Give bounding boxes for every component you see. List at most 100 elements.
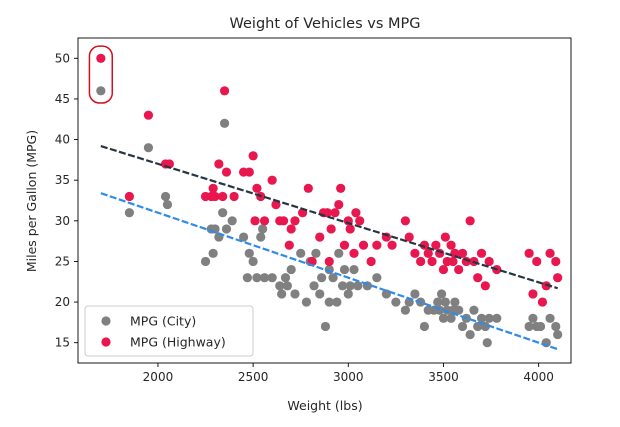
point-highway-8 <box>210 191 220 202</box>
point-highway-7 <box>208 183 218 193</box>
point-highway-31 <box>315 232 325 242</box>
point-city-21 <box>259 273 270 283</box>
point-city-5 <box>200 256 211 267</box>
point-highway-11 <box>219 86 230 96</box>
point-city-62 <box>438 313 449 323</box>
point-city-42 <box>337 281 348 291</box>
point-city-7 <box>208 248 218 258</box>
point-city-4 <box>162 199 173 210</box>
point-highway-24 <box>278 216 289 226</box>
point-highway-43 <box>351 208 361 218</box>
point-highway-51 <box>404 232 414 242</box>
y-tick-label-20: 20 <box>55 295 70 309</box>
point-highway-71 <box>476 248 487 258</box>
point-highway-65 <box>454 264 464 275</box>
point-highway-59 <box>438 264 449 275</box>
point-highway-66 <box>457 248 468 258</box>
point-city-3 <box>160 191 171 202</box>
x-tick-label-2500: 2500 <box>238 370 269 384</box>
point-city-56 <box>419 321 430 332</box>
point-city-63 <box>440 297 450 307</box>
x-axis-label: Weight (lbs) <box>287 398 362 413</box>
point-highway-52 <box>410 248 420 258</box>
point-highway-81 <box>551 256 561 267</box>
point-city-68 <box>454 305 464 315</box>
point-city-27 <box>286 264 296 275</box>
point-city-20 <box>258 224 268 234</box>
point-city-71 <box>465 329 475 340</box>
point-city-51 <box>391 297 401 307</box>
y-axis-label: Miles per Gallon (MPG) <box>24 130 39 272</box>
point-highway-68 <box>465 216 475 226</box>
point-highway-57 <box>431 240 441 250</box>
point-highway-12 <box>221 167 232 177</box>
point-highway-20 <box>259 216 270 226</box>
point-highway-60 <box>440 232 450 242</box>
point-highway-34 <box>324 256 334 267</box>
point-city-36 <box>320 321 331 332</box>
point-city-49 <box>372 273 382 283</box>
point-highway-82 <box>553 273 563 283</box>
point-highway-75 <box>524 248 534 258</box>
point-highway-62 <box>446 240 456 250</box>
point-city-24 <box>277 289 287 299</box>
legend-box <box>84 305 254 357</box>
point-highway-49 <box>387 240 397 250</box>
x-tick-label-3500: 3500 <box>428 370 459 384</box>
point-city-41 <box>334 248 344 258</box>
point-highway-56 <box>427 256 437 267</box>
trendline-highway <box>100 145 559 290</box>
point-city-11 <box>219 118 230 128</box>
point-city-28 <box>290 289 300 299</box>
point-highway-17 <box>250 216 260 226</box>
point-highway-18 <box>252 183 262 193</box>
point-city-23 <box>275 281 285 291</box>
point-city-59 <box>433 297 443 307</box>
point-city-10 <box>218 208 228 218</box>
point-highway-0 <box>96 53 106 63</box>
point-city-54 <box>410 289 420 299</box>
point-city-34 <box>315 289 325 299</box>
point-city-1 <box>124 208 134 218</box>
point-highway-21 <box>267 175 277 185</box>
point-highway-47 <box>372 240 382 250</box>
point-highway-36 <box>330 208 340 218</box>
point-highway-9 <box>214 159 224 169</box>
x-tick-label-2000: 2000 <box>143 370 174 384</box>
point-city-38 <box>324 297 334 307</box>
point-city-67 <box>450 297 460 307</box>
point-city-13 <box>227 216 237 226</box>
point-highway-25 <box>284 240 294 250</box>
point-highway-37 <box>334 199 344 210</box>
point-highway-77 <box>532 256 542 267</box>
point-city-14 <box>239 232 249 242</box>
point-city-76 <box>482 338 492 348</box>
point-city-73 <box>473 321 483 332</box>
point-highway-27 <box>290 216 300 226</box>
point-highway-1 <box>124 191 134 202</box>
point-highway-70 <box>473 273 483 283</box>
point-highway-10 <box>218 191 228 202</box>
point-highway-78 <box>537 297 548 307</box>
y-tick-label-30: 30 <box>55 214 70 228</box>
point-city-18 <box>252 273 262 283</box>
point-highway-44 <box>355 216 365 226</box>
point-highway-29 <box>303 183 313 193</box>
plot-area <box>77 37 572 364</box>
point-city-65 <box>446 313 456 323</box>
point-city-46 <box>349 264 359 275</box>
point-city-80 <box>528 313 538 323</box>
y-tick-label-50: 50 <box>55 51 70 65</box>
point-city-40 <box>332 297 342 307</box>
point-city-43 <box>339 264 350 275</box>
y-tick-label-35: 35 <box>55 173 70 187</box>
point-city-85 <box>551 321 561 332</box>
point-highway-55 <box>423 248 433 258</box>
point-highway-16 <box>248 151 258 161</box>
point-city-32 <box>309 281 319 291</box>
point-city-78 <box>492 313 502 323</box>
point-highway-63 <box>448 256 458 267</box>
point-highway-53 <box>416 256 426 267</box>
point-city-33 <box>311 248 321 258</box>
point-city-52 <box>400 305 410 315</box>
